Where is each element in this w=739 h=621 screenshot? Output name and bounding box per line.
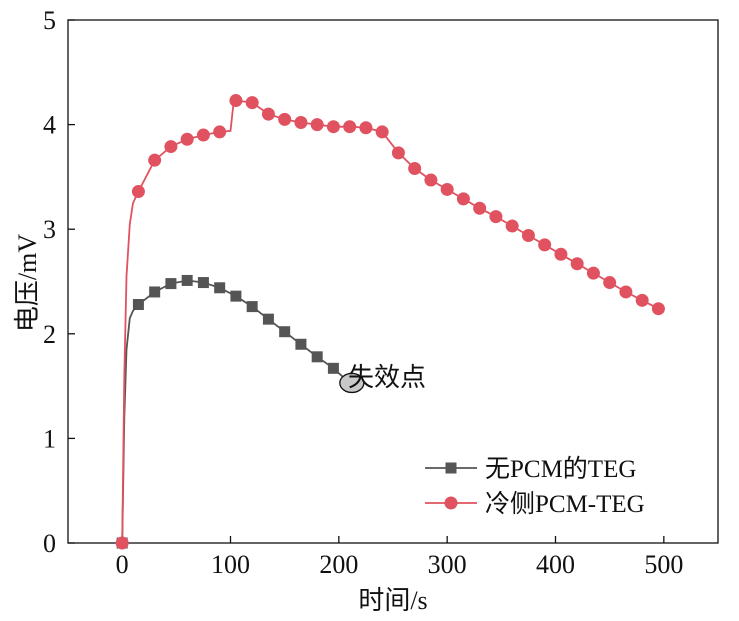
plot-area [67,19,719,544]
data-point [603,276,617,290]
data-point [326,120,340,134]
failure-point-label: 失效点 [348,363,426,392]
data-point [262,313,274,325]
x-tick-label: 200 [319,550,358,579]
y-tick-label: 5 [43,6,56,35]
data-point [619,285,633,299]
x-tick-label: 300 [428,550,467,579]
data-point [230,290,242,302]
series-markers [115,94,665,550]
data-point [440,182,454,196]
data-point [196,128,210,142]
y-tick-label: 1 [43,424,56,453]
data-point [149,286,161,298]
data-point [570,257,584,271]
data-point [148,153,162,167]
data-point [538,238,552,252]
data-point [197,277,209,289]
legend-marker [444,496,458,510]
data-point [375,125,389,139]
data-point [181,274,193,286]
legend-label: 冷侧PCM-TEG [485,490,645,518]
data-point [424,173,438,187]
data-point [229,94,243,108]
x-tick-label: 100 [211,550,250,579]
y-tick-label: 2 [43,320,56,349]
legend-label: 无PCM的TEG [485,455,636,483]
data-point [246,301,258,313]
data-point [213,125,227,139]
data-point [554,247,568,261]
series-line-2 [121,99,659,544]
data-point [635,293,649,307]
failure-point-marker [339,372,365,394]
data-point [473,201,487,215]
y-axis-title: 电压/mV [13,234,42,332]
legend: 无PCM的TEG 冷侧PCM-TEG [425,455,645,518]
series-line-1 [121,279,351,544]
y-tick-label: 4 [43,111,56,140]
data-point [294,116,308,130]
data-point [295,338,307,350]
data-point [586,266,600,280]
x-tick-label: 0 [116,550,129,579]
x-tick-label: 500 [644,550,683,579]
data-point [310,118,324,132]
data-point [408,162,422,176]
data-point [245,96,259,110]
data-point [214,282,226,294]
plot-frame [67,19,719,544]
data-point [278,112,292,126]
data-point [489,210,503,224]
data-point [456,192,470,206]
data-point [279,326,291,338]
data-point [261,107,275,121]
data-point [131,185,145,199]
data-point [164,140,178,154]
data-point [115,536,129,550]
x-tick-label: 400 [536,550,575,579]
y-tick-label: 3 [43,215,56,244]
data-point [359,121,373,135]
legend-marker [445,462,457,474]
y-tick-label: 0 [43,529,56,558]
axis-ticks: 0 100 200 300 400 500 0 1 2 3 4 5 [43,6,683,579]
data-point [180,132,194,146]
data-point [505,219,519,233]
data-point [311,351,323,363]
data-point [651,302,665,316]
data-point [391,146,405,160]
data-point [165,278,177,290]
data-point [132,299,144,311]
x-axis-title: 时间/s [358,586,427,615]
data-point [343,120,357,134]
data-point [327,362,339,374]
data-point [521,228,535,242]
